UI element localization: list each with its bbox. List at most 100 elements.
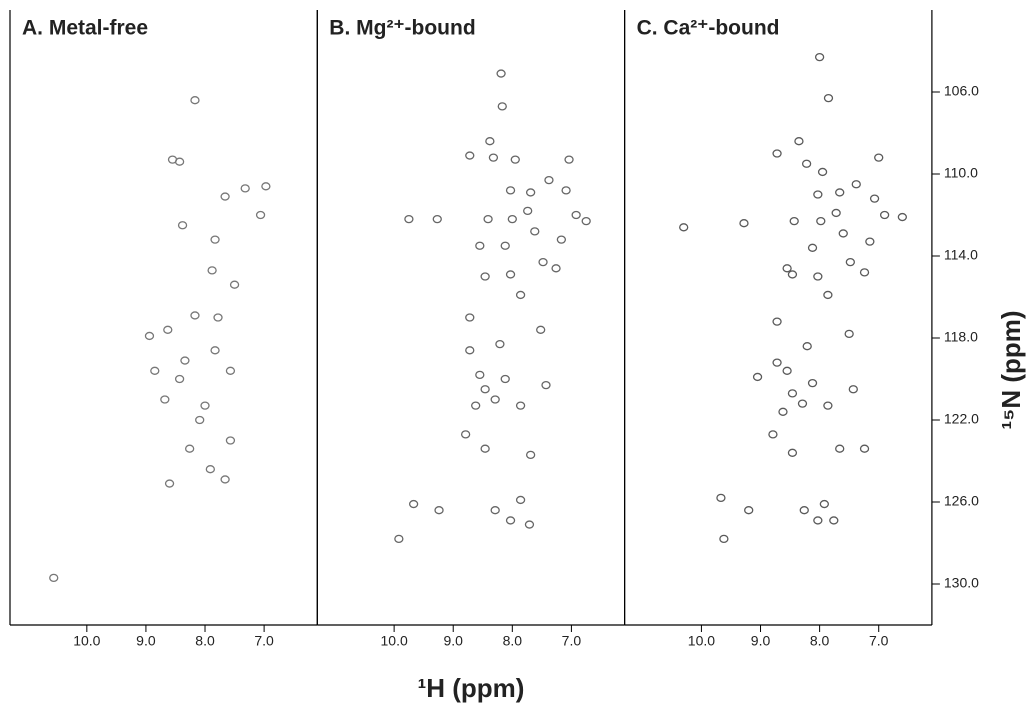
peak [434,506,444,515]
y-tick-label: 106.0 [944,83,979,99]
peak [507,214,517,224]
peak [835,444,845,453]
peak [739,219,749,228]
peak [768,430,778,439]
peak [497,102,507,111]
peak [255,210,266,220]
peak [819,499,829,509]
peak [500,241,510,250]
peak [475,241,485,250]
y-tick-label: 122.0 [944,411,979,427]
peak [180,356,190,365]
peak [465,313,475,322]
peak [261,182,271,191]
peak [220,475,230,484]
peak [515,401,526,410]
peak [551,264,561,273]
x-tick-label: 9.0 [136,633,156,649]
peak [772,358,782,367]
peak [801,159,812,168]
peak [144,331,155,341]
peak [787,389,798,398]
peak [865,237,875,246]
peak [794,137,804,146]
peak [49,573,59,582]
peak [874,153,884,162]
x-tick-label: 10.0 [688,633,715,649]
peak [525,450,536,460]
peak [823,401,833,410]
x-tick-label: 9.0 [443,633,463,649]
peak [844,329,854,339]
peak [195,415,205,425]
x-tick-label: 10.0 [381,633,408,649]
peak [225,436,236,445]
peak [408,499,419,509]
peak [744,506,754,515]
peak [505,516,516,525]
peak [515,495,526,505]
peak [561,186,571,195]
peak [495,339,505,349]
peak [505,186,516,195]
peak [432,214,442,224]
peak [823,94,834,103]
y-tick-label: 110.0 [944,165,978,181]
peak [556,235,567,244]
peak [807,243,818,252]
peak [490,506,500,515]
peak [523,206,533,216]
peak [782,366,792,375]
y-tick-label: 114.0 [944,247,978,263]
peak [205,465,215,474]
peak [829,516,839,525]
peak [848,385,858,394]
peak [524,520,535,529]
peak [845,257,855,267]
x-tick-label: 9.0 [751,633,771,649]
peak [807,378,818,388]
peak [515,290,526,300]
peak [831,208,841,218]
peak [544,175,554,185]
y-axis-label: ¹⁵N (ppm) [996,310,1026,429]
peak [787,270,798,279]
peak [536,325,546,334]
peak [160,395,170,404]
x-axis-label: ¹H (ppm) [418,673,525,703]
peak [404,214,414,224]
peak [164,479,175,488]
peak [787,448,798,457]
peak [541,380,551,390]
peak [789,216,799,226]
y-tick-label: 126.0 [944,493,979,509]
peak [859,268,870,277]
peak [797,399,808,408]
peak [817,167,828,177]
peak [480,385,490,394]
x-tick-label: 7.0 [254,633,274,649]
peak [177,221,188,230]
peak [225,366,236,375]
peak [530,227,540,236]
peak [813,272,823,281]
peak [510,155,520,164]
peak [538,257,548,267]
peak [799,506,809,515]
peak [716,493,726,503]
peak [752,372,763,382]
peak [200,401,210,410]
peak [564,155,574,164]
x-tick-label: 8.0 [195,633,215,649]
peak [772,317,782,326]
peak [869,194,880,203]
panel-title: C. Ca²⁺-bound [637,17,780,40]
peak [897,212,908,222]
peak [488,153,499,162]
peak [879,210,890,220]
peak [772,149,782,158]
peak [838,229,848,238]
x-tick-label: 7.0 [562,633,582,649]
panel-title: A. Metal-free [22,17,148,40]
